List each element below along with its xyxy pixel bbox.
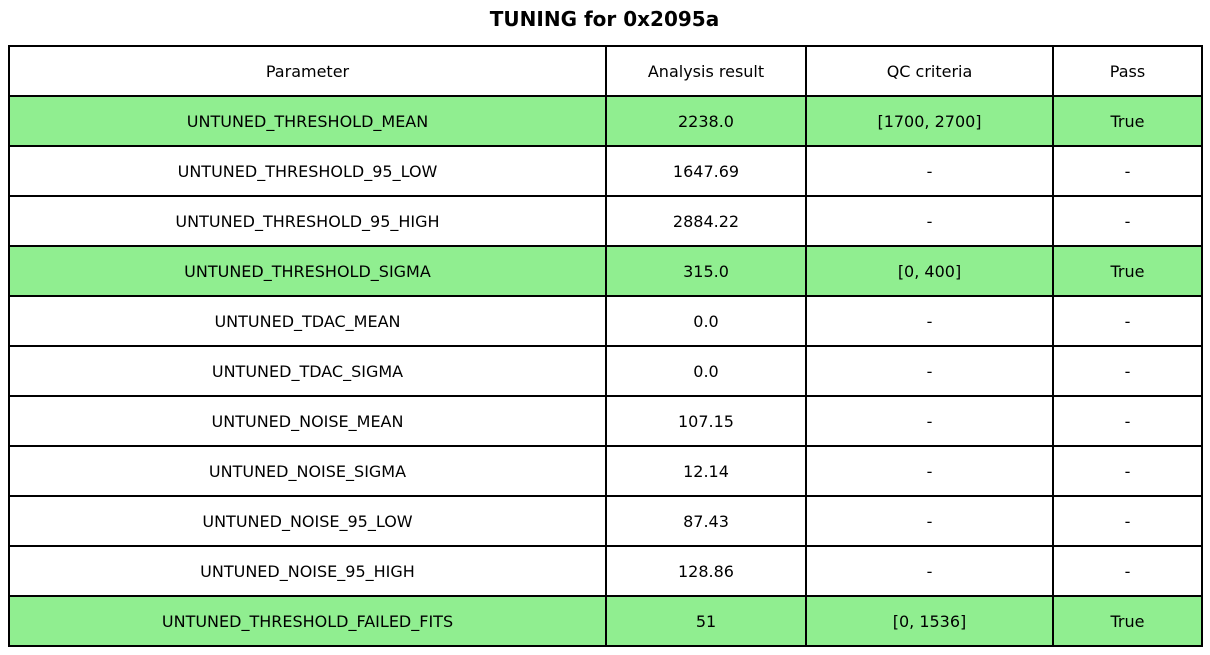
qc-criteria-cell: - [805,295,1054,347]
col-header-parameter: Parameter [8,45,607,97]
pass-cell: - [1052,295,1203,347]
parameter-cell: UNTUNED_THRESHOLD_95_LOW [8,145,607,197]
parameter-cell: UNTUNED_THRESHOLD_FAILED_FITS [8,595,607,647]
table-row: UNTUNED_NOISE_95_HIGH 128.86 - - [8,545,1203,597]
pass-cell: - [1052,445,1203,497]
analysis-result-cell: 0.0 [605,345,807,397]
qc-criteria-cell: - [805,345,1054,397]
parameter-cell: UNTUNED_TDAC_SIGMA [8,345,607,397]
parameter-cell: UNTUNED_THRESHOLD_SIGMA [8,245,607,297]
pass-cell: - [1052,495,1203,547]
analysis-result-cell: 87.43 [605,495,807,547]
pass-cell: - [1052,195,1203,247]
analysis-result-cell: 315.0 [605,245,807,297]
pass-cell: - [1052,395,1203,447]
pass-cell: True [1052,245,1203,297]
pass-cell: - [1052,345,1203,397]
parameter-cell: UNTUNED_NOISE_95_LOW [8,495,607,547]
parameter-cell: UNTUNED_NOISE_95_HIGH [8,545,607,597]
pass-cell: - [1052,145,1203,197]
table-row: UNTUNED_TDAC_SIGMA 0.0 - - [8,345,1203,397]
page-title: TUNING for 0x2095a [489,7,720,31]
table-row: UNTUNED_THRESHOLD_MEAN 2238.0 [1700, 270… [8,95,1203,147]
col-header-pass: Pass [1052,45,1203,97]
analysis-result-cell: 2884.22 [605,195,807,247]
col-header-analysis-result: Analysis result [605,45,807,97]
qc-criteria-cell: [0, 400] [805,245,1054,297]
table-row: UNTUNED_NOISE_MEAN 107.15 - - [8,395,1203,447]
analysis-result-cell: 2238.0 [605,95,807,147]
parameter-cell: UNTUNED_NOISE_MEAN [8,395,607,447]
pass-cell: True [1052,595,1203,647]
table-row: UNTUNED_THRESHOLD_SIGMA 315.0 [0, 400] T… [8,245,1203,297]
qc-criteria-cell: - [805,395,1054,447]
table-row: UNTUNED_NOISE_95_LOW 87.43 - - [8,495,1203,547]
analysis-result-cell: 107.15 [605,395,807,447]
analysis-result-cell: 1647.69 [605,145,807,197]
col-header-qc-criteria: QC criteria [805,45,1054,97]
tuning-qc-table: Parameter Analysis result QC criteria Pa… [8,45,1203,647]
analysis-result-cell: 12.14 [605,445,807,497]
analysis-result-cell: 51 [605,595,807,647]
qc-criteria-cell: - [805,495,1054,547]
table-row: UNTUNED_THRESHOLD_FAILED_FITS 51 [0, 153… [8,595,1203,647]
pass-cell: True [1052,95,1203,147]
table-row: UNTUNED_TDAC_MEAN 0.0 - - [8,295,1203,347]
analysis-result-cell: 0.0 [605,295,807,347]
qc-criteria-cell: - [805,145,1054,197]
table-header-row: Parameter Analysis result QC criteria Pa… [8,45,1203,97]
qc-criteria-cell: [1700, 2700] [805,95,1054,147]
analysis-result-cell: 128.86 [605,545,807,597]
qc-criteria-cell: [0, 1536] [805,595,1054,647]
qc-criteria-cell: - [805,195,1054,247]
parameter-cell: UNTUNED_THRESHOLD_95_HIGH [8,195,607,247]
pass-cell: - [1052,545,1203,597]
table-row: UNTUNED_THRESHOLD_95_HIGH 2884.22 - - [8,195,1203,247]
qc-criteria-cell: - [805,545,1054,597]
table-row: UNTUNED_THRESHOLD_95_LOW 1647.69 - - [8,145,1203,197]
table-row: UNTUNED_NOISE_SIGMA 12.14 - - [8,445,1203,497]
parameter-cell: UNTUNED_NOISE_SIGMA [8,445,607,497]
qc-criteria-cell: - [805,445,1054,497]
parameter-cell: UNTUNED_THRESHOLD_MEAN [8,95,607,147]
parameter-cell: UNTUNED_TDAC_MEAN [8,295,607,347]
